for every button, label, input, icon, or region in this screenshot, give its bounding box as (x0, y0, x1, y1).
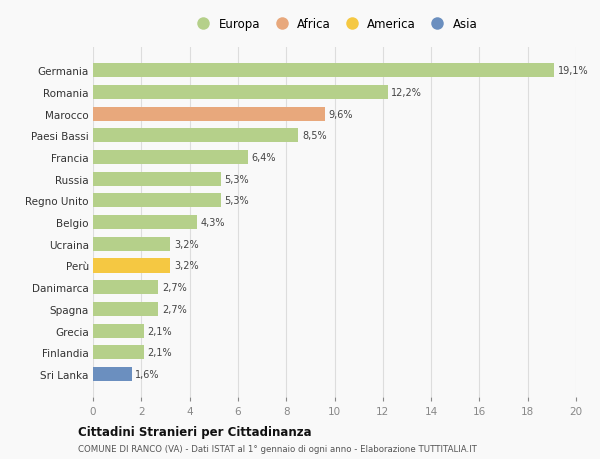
Bar (93, 172, 221, 186)
Bar (93, 64, 554, 78)
Bar (93, 194, 221, 208)
Bar (93, 259, 170, 273)
Text: 5,3%: 5,3% (224, 196, 249, 206)
Bar (93, 151, 248, 165)
Text: 12,2%: 12,2% (391, 88, 422, 98)
Text: 2,7%: 2,7% (162, 283, 187, 292)
Bar (93, 324, 144, 338)
Text: 9,6%: 9,6% (328, 109, 353, 119)
Bar (93, 107, 325, 122)
Bar (93, 346, 144, 359)
Text: 3,2%: 3,2% (174, 239, 199, 249)
Text: 6,4%: 6,4% (251, 153, 275, 162)
Bar (93, 302, 158, 316)
Legend: Europa, Africa, America, Asia: Europa, Africa, America, Asia (189, 16, 480, 34)
Text: 8,5%: 8,5% (302, 131, 326, 141)
Text: 2,7%: 2,7% (162, 304, 187, 314)
Text: COMUNE DI RANCO (VA) - Dati ISTAT al 1° gennaio di ogni anno - Elaborazione TUTT: COMUNE DI RANCO (VA) - Dati ISTAT al 1° … (78, 444, 477, 453)
Text: 2,1%: 2,1% (148, 347, 172, 358)
Text: 3,2%: 3,2% (174, 261, 199, 271)
Text: 4,3%: 4,3% (200, 218, 225, 228)
Bar (93, 367, 131, 381)
Bar (93, 237, 170, 251)
Text: 2,1%: 2,1% (148, 326, 172, 336)
Bar (93, 129, 298, 143)
Text: 1,6%: 1,6% (135, 369, 160, 379)
Bar (93, 86, 388, 100)
Text: Cittadini Stranieri per Cittadinanza: Cittadini Stranieri per Cittadinanza (78, 425, 311, 438)
Text: 5,3%: 5,3% (224, 174, 249, 185)
Bar (93, 280, 158, 295)
Text: 19,1%: 19,1% (558, 66, 589, 76)
Bar (93, 216, 197, 230)
